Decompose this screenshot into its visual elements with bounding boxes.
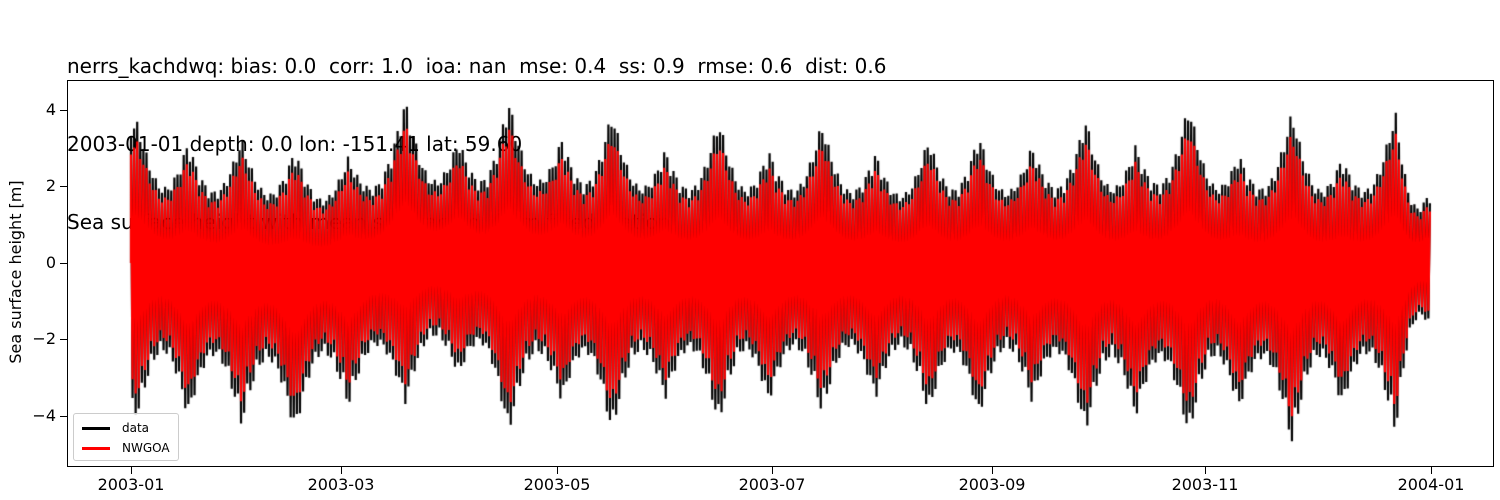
ytick-label: 4	[45, 100, 56, 119]
legend-label: data	[122, 421, 150, 435]
xtick-mark	[1205, 467, 1206, 474]
ytick-mark	[60, 416, 67, 417]
timeseries-canvas	[68, 81, 1493, 466]
ytick-mark	[60, 186, 67, 187]
ytick-label: −4	[32, 406, 56, 425]
ytick-label: 2	[45, 176, 56, 195]
legend-item-nwgoa: NWGOA	[82, 440, 170, 456]
xtick-label: 2004-01	[1397, 475, 1465, 494]
xtick-label: 2003-09	[958, 475, 1026, 494]
plot-area	[67, 80, 1494, 467]
legend-line-black-icon	[82, 426, 110, 430]
xtick-mark	[557, 467, 558, 474]
y-axis-label: Sea surface height [m]	[6, 172, 26, 372]
ytick-label: 0	[45, 253, 56, 272]
legend-item-data: data	[82, 420, 149, 436]
ytick-label: −2	[32, 329, 56, 348]
legend: data NWGOA	[73, 413, 179, 461]
y-axis-label-text: Sea surface height [m]	[6, 180, 25, 364]
xtick-mark	[772, 467, 773, 474]
ytick-mark	[60, 339, 67, 340]
xtick-label: 2003-01	[97, 475, 165, 494]
xtick-label: 2003-11	[1171, 475, 1239, 494]
xtick-mark	[131, 467, 132, 474]
ytick-mark	[60, 263, 67, 264]
legend-line-red-icon	[82, 446, 110, 450]
legend-label: NWGOA	[122, 441, 170, 455]
xtick-label: 2003-07	[738, 475, 806, 494]
ytick-mark	[60, 110, 67, 111]
xtick-mark	[1431, 467, 1432, 474]
xtick-label: 2003-03	[307, 475, 375, 494]
xtick-label: 2003-05	[523, 475, 591, 494]
xtick-mark	[992, 467, 993, 474]
title-stats-line: nerrs_kachdwq: bias: 0.0 corr: 1.0 ioa: …	[67, 54, 887, 78]
xtick-mark	[341, 467, 342, 474]
